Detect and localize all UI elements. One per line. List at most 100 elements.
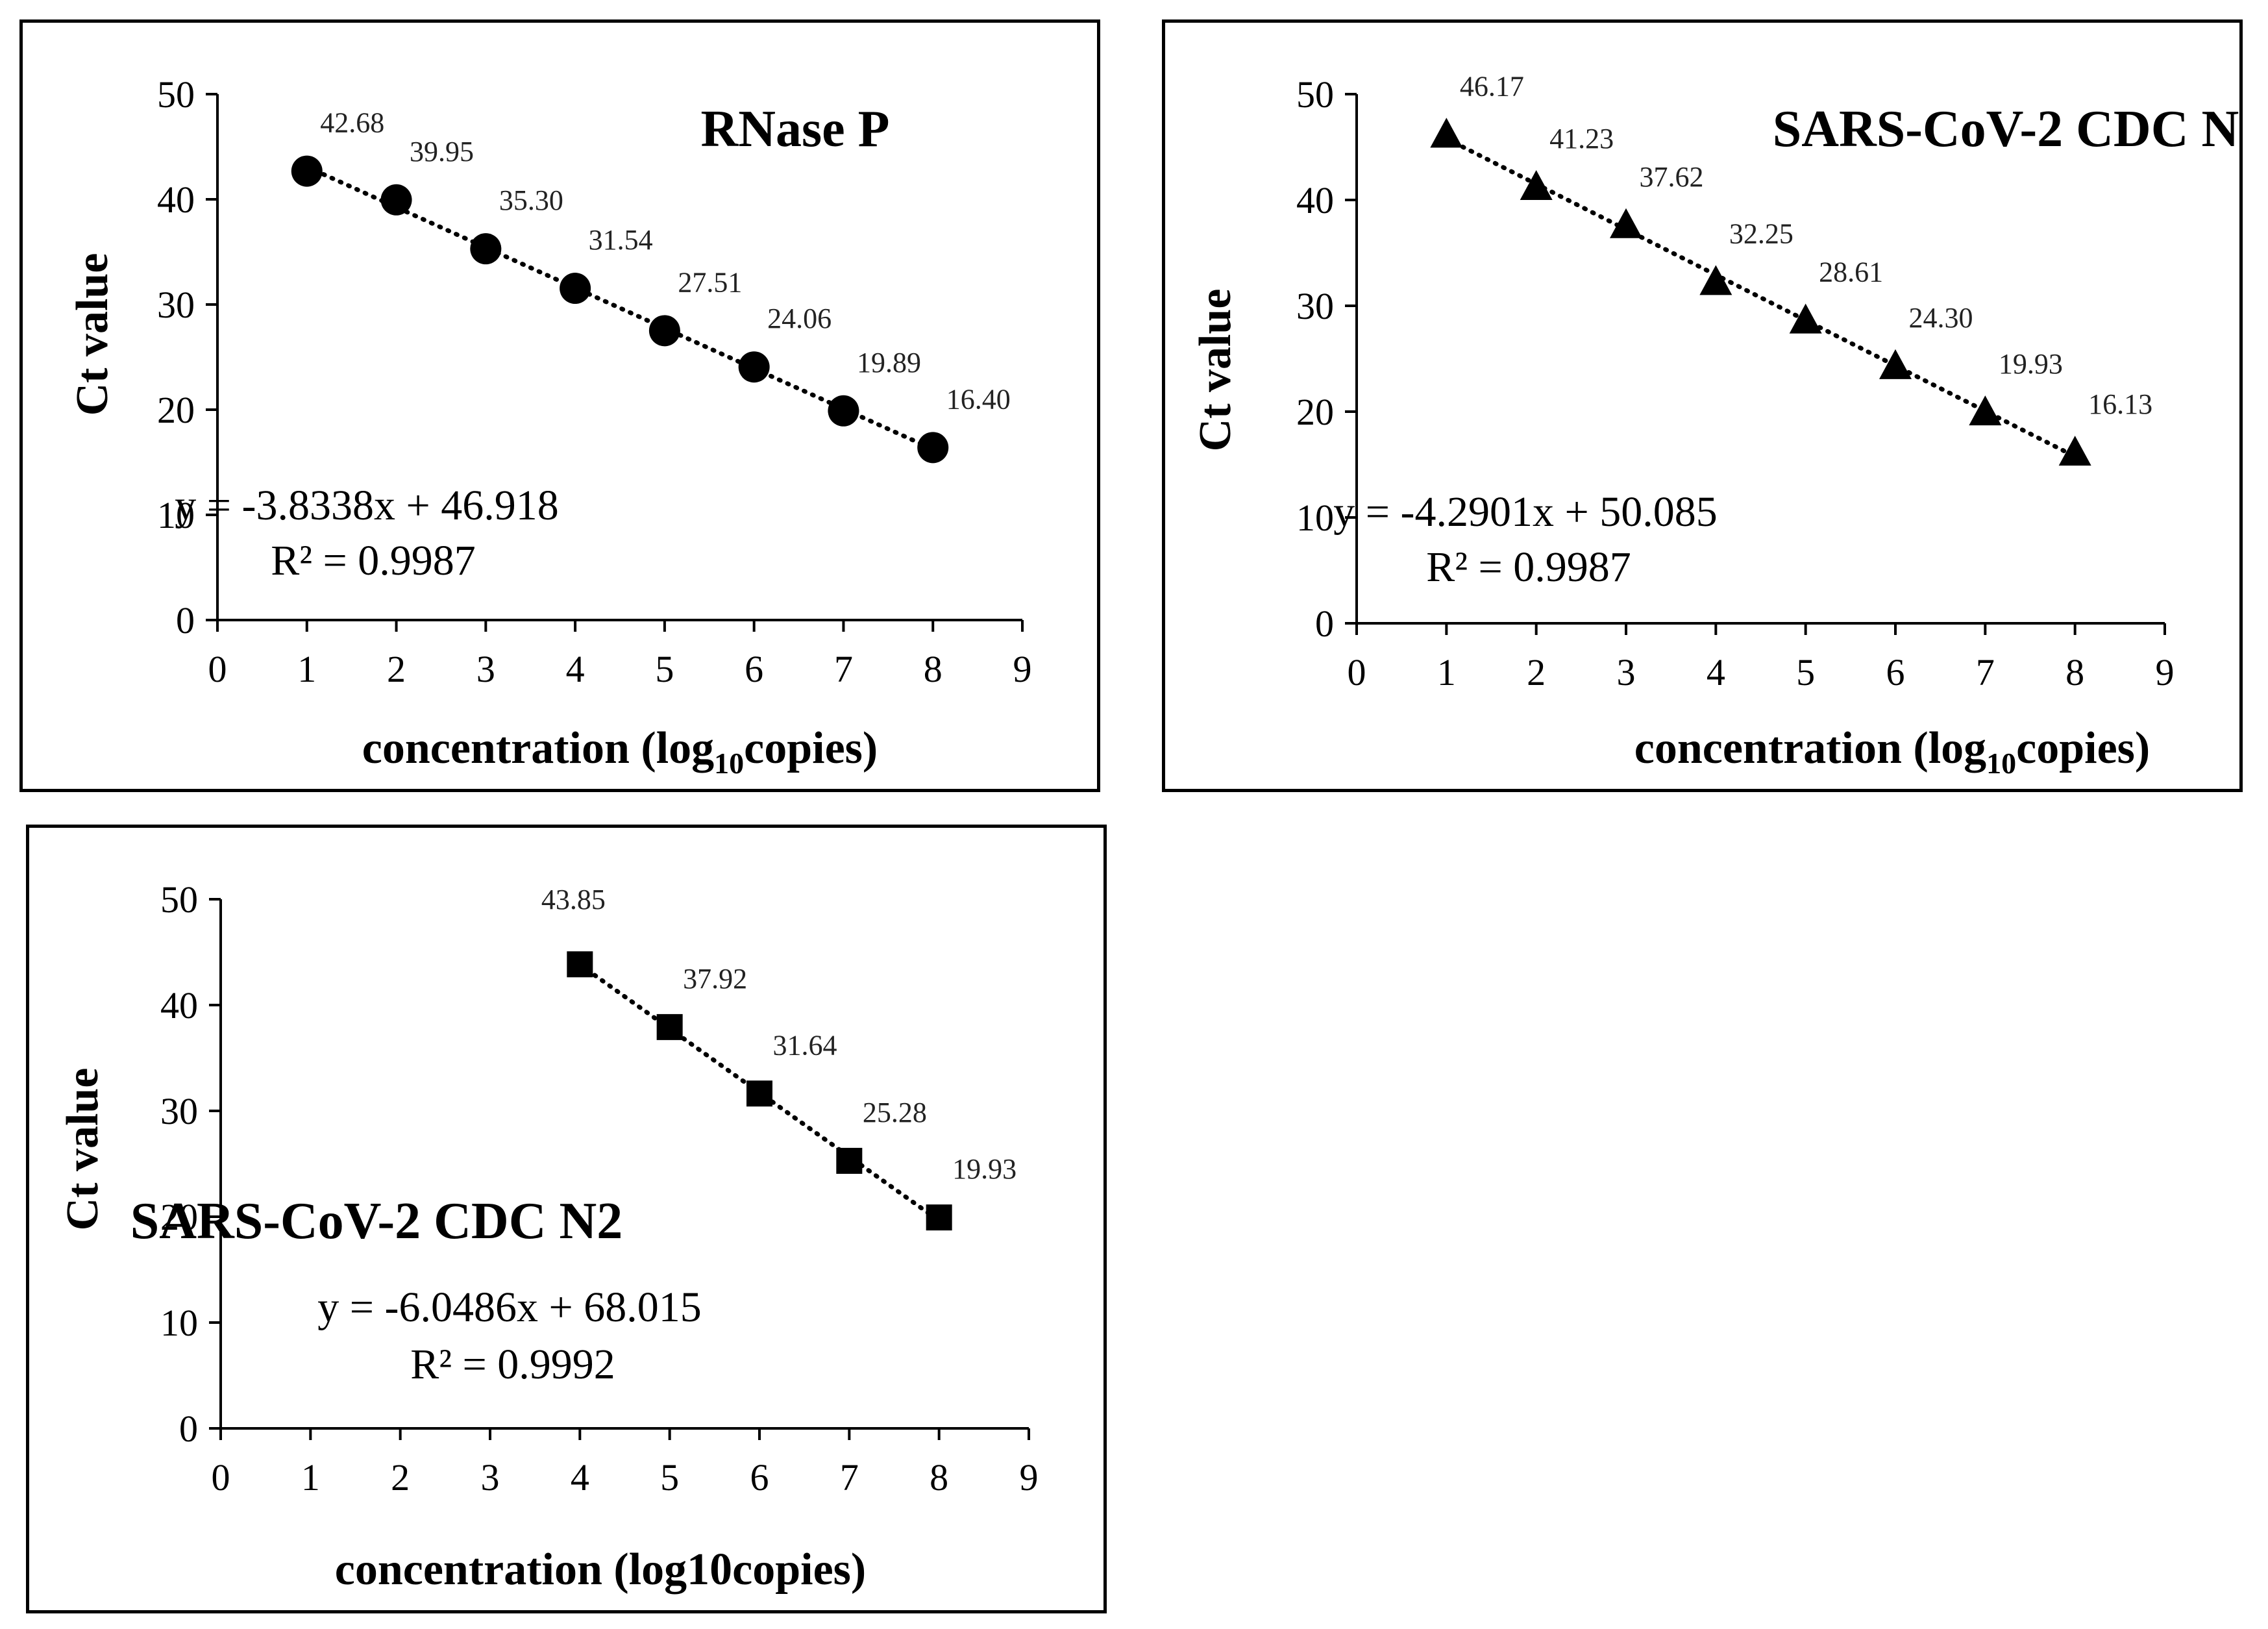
y-tick-label: 30 bbox=[1296, 285, 1334, 327]
data-point bbox=[917, 432, 949, 464]
y-tick-label: 50 bbox=[1296, 73, 1334, 116]
data-label: 31.54 bbox=[589, 224, 653, 256]
chart-panel-rnase-p: Ct value concentration (log10copies) RNa… bbox=[19, 19, 1100, 792]
y-tick-label: 50 bbox=[160, 878, 198, 921]
chart-title: SARS-CoV-2 CDC N2 bbox=[130, 1193, 623, 1250]
chart-title: SARS-CoV-2 CDC N1 bbox=[1773, 101, 2239, 158]
x-tick-label: 9 bbox=[2156, 651, 2175, 693]
x-tick-label: 7 bbox=[1976, 651, 1995, 693]
x-tick-label: 2 bbox=[391, 1456, 410, 1498]
data-label: 37.92 bbox=[683, 963, 747, 995]
x-tick-label: 2 bbox=[1527, 651, 1546, 693]
y-tick-label: 10 bbox=[1296, 497, 1334, 539]
y-tick-label: 40 bbox=[157, 179, 195, 221]
y-tick-label: 20 bbox=[1296, 391, 1334, 433]
x-tick-label: 8 bbox=[924, 648, 943, 690]
y-tick-label: 20 bbox=[157, 389, 195, 431]
data-label: 24.06 bbox=[767, 303, 832, 334]
x-tick-label: 2 bbox=[387, 648, 406, 690]
data-label: 19.93 bbox=[1999, 348, 2063, 380]
data-label: 32.25 bbox=[1729, 218, 1793, 249]
y-tick-label: 0 bbox=[179, 1408, 198, 1450]
x-tick-label: 4 bbox=[571, 1456, 589, 1498]
data-label: 35.30 bbox=[499, 184, 563, 216]
data-label: 24.30 bbox=[1909, 302, 1973, 334]
x-tick-label: 9 bbox=[1020, 1456, 1039, 1498]
x-tick-label: 8 bbox=[930, 1456, 948, 1498]
chart-cdc-n2: Ct value concentration (log10copies) SAR… bbox=[58, 878, 1039, 1595]
x-tick-label: 6 bbox=[745, 648, 763, 690]
trendline-equation: y = -4.2901x + 50.085 bbox=[1333, 488, 1717, 536]
data-label: 19.93 bbox=[952, 1153, 1017, 1185]
x-tick-label: 1 bbox=[1437, 651, 1456, 693]
data-point bbox=[470, 233, 502, 265]
chart-title: RNase P bbox=[700, 101, 889, 158]
data-point bbox=[648, 315, 680, 347]
data-label: 25.28 bbox=[863, 1097, 927, 1128]
data-label: 16.13 bbox=[2088, 388, 2152, 420]
data-label: 43.85 bbox=[541, 884, 606, 915]
r-squared-label: R² = 0.9992 bbox=[410, 1341, 615, 1388]
trendline bbox=[1444, 136, 2078, 459]
x-tick-label: 5 bbox=[655, 648, 674, 690]
data-point bbox=[1610, 208, 1642, 238]
y-tick-label: 40 bbox=[160, 984, 198, 1026]
data-point bbox=[836, 1147, 863, 1174]
y-tick-label: 30 bbox=[157, 284, 195, 326]
data-point bbox=[1430, 118, 1463, 148]
x-tick-label: 0 bbox=[212, 1456, 230, 1498]
data-point bbox=[2058, 436, 2091, 466]
trendline bbox=[304, 164, 935, 452]
data-label: 42.68 bbox=[320, 107, 384, 139]
data-point bbox=[656, 1013, 683, 1040]
data-label: 16.40 bbox=[946, 383, 1011, 415]
data-point bbox=[1789, 303, 1822, 334]
r-squared-label: R² = 0.9987 bbox=[271, 537, 476, 584]
y-tick-label: 20 bbox=[160, 1196, 198, 1238]
data-point bbox=[828, 395, 859, 427]
data-point bbox=[380, 184, 412, 216]
chart-panel-cdc-n2: Ct value concentration (log10copies) SAR… bbox=[26, 825, 1107, 1613]
y-tick-label: 50 bbox=[157, 73, 195, 116]
chart-rnase-p: Ct value concentration (log10copies) RNa… bbox=[68, 73, 1032, 780]
x-tick-label: 4 bbox=[1707, 651, 1725, 693]
data-point bbox=[926, 1204, 952, 1231]
x-axis-label: concentration (log10copies) bbox=[362, 723, 878, 780]
data-label: 41.23 bbox=[1549, 123, 1614, 155]
x-tick-label: 9 bbox=[1013, 648, 1032, 690]
trendline-equation: y = -3.8338x + 46.918 bbox=[175, 482, 558, 529]
x-tick-label: 6 bbox=[1886, 651, 1905, 693]
y-tick-label: 10 bbox=[160, 1302, 198, 1344]
y-tick-label: 0 bbox=[1315, 603, 1334, 645]
x-tick-label: 0 bbox=[208, 648, 227, 690]
data-label: 19.89 bbox=[857, 347, 921, 379]
x-tick-label: 6 bbox=[750, 1456, 769, 1498]
data-label: 27.51 bbox=[678, 266, 742, 298]
x-tick-label: 1 bbox=[301, 1456, 320, 1498]
x-tick-label: 5 bbox=[1796, 651, 1815, 693]
data-point bbox=[738, 351, 770, 383]
x-tick-label: 3 bbox=[1617, 651, 1636, 693]
x-tick-label: 0 bbox=[1348, 651, 1366, 693]
x-tick-label: 1 bbox=[297, 648, 316, 690]
x-axis-label: concentration (log10copies) bbox=[335, 1545, 866, 1595]
data-label: 39.95 bbox=[410, 136, 474, 168]
x-tick-label: 3 bbox=[481, 1456, 500, 1498]
y-axis-label: Ct value bbox=[68, 253, 117, 416]
plot-area: 0 10 20 30 40 50 0 1 2 3 4 5 6 7 8 9 43.85 37.92 31.64 25.2… bbox=[160, 878, 1039, 1498]
trendline-equation: y = -6.0486x + 68.015 bbox=[317, 1284, 701, 1331]
data-point bbox=[291, 155, 323, 187]
chart-panel-cdc-n1: Ct value concentration (log10copies) SAR… bbox=[1162, 19, 2243, 792]
x-tick-label: 3 bbox=[476, 648, 495, 690]
plot-area: 0 10 20 30 40 50 0 1 2 3 4 5 6 7 8 9 46.17 41.23 37.62 32.2… bbox=[1296, 70, 2175, 693]
data-point bbox=[746, 1080, 772, 1107]
x-tick-label: 5 bbox=[660, 1456, 679, 1498]
x-tick-label: 4 bbox=[566, 648, 585, 690]
x-axis-label: concentration (log10copies) bbox=[1634, 723, 2150, 780]
y-tick-label: 10 bbox=[157, 494, 195, 536]
chart-cdc-n1: Ct value concentration (log10copies) SAR… bbox=[1190, 70, 2239, 780]
data-point bbox=[1520, 169, 1553, 200]
data-label: 37.62 bbox=[1640, 161, 1704, 193]
y-axis-label: Ct value bbox=[1190, 289, 1240, 452]
y-tick-label: 30 bbox=[160, 1090, 198, 1132]
